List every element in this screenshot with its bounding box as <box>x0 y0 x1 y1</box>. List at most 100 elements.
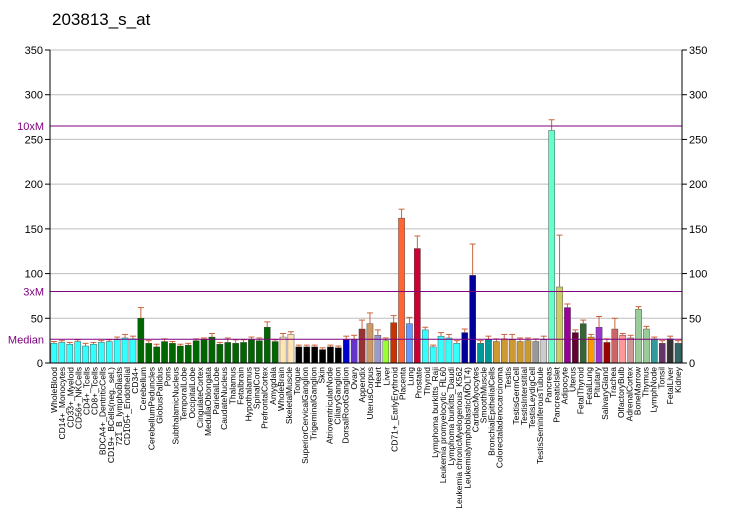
x-tick-label: Pons <box>162 367 172 386</box>
x-tick-label: OccipitalLobe <box>187 367 197 419</box>
y-tick-label-right: 50 <box>689 313 701 325</box>
bar <box>658 343 666 364</box>
x-tick-label: Pancreas <box>543 367 553 403</box>
x-tick-label: Fetalbrain <box>235 367 245 405</box>
bar <box>113 339 121 364</box>
x-tick-label: CingulateCortex <box>195 366 205 428</box>
bar <box>477 343 484 364</box>
bar <box>532 341 540 364</box>
x-tick-label: UterusCorpus <box>365 367 375 419</box>
y-tick-label-right: 300 <box>689 90 707 102</box>
y-tick-label-right: 100 <box>689 269 707 281</box>
reference-line-label: Median <box>8 334 44 346</box>
x-tick-label: Prostate <box>414 367 424 399</box>
x-tick-label: SmoothMuscle <box>478 367 488 423</box>
y-tick-label-left: 150 <box>25 224 43 236</box>
bar <box>666 338 674 364</box>
x-tick-label: Thalamus <box>227 367 237 404</box>
bar <box>105 341 113 364</box>
bar <box>263 327 271 364</box>
x-tick-label: BDCA4+_DentriticCells <box>98 367 108 455</box>
x-tick-label: CD19+_BCells(neg._sel.) <box>106 367 116 463</box>
x-tick-label: Kidney <box>673 366 683 393</box>
x-tick-label: Liver <box>381 367 391 386</box>
x-tick-label: Tonsil <box>657 367 667 389</box>
bar <box>390 322 397 364</box>
x-tick-label: DorsalRootGanglion <box>341 367 351 444</box>
bar <box>564 307 571 364</box>
x-tick-label: TestisGermCell <box>511 367 521 425</box>
bar <box>358 328 366 364</box>
bar <box>129 338 137 364</box>
x-tick-label: Leukemia promyelocytic_HL60 <box>438 367 448 483</box>
y-tick-label-left: 350 <box>25 45 43 57</box>
bar <box>295 346 303 364</box>
x-tick-label: Adipocyte <box>560 367 570 405</box>
x-tick-label: FetalLung <box>584 367 594 405</box>
bar <box>421 329 429 364</box>
x-tick-label: TrigeminalGanglion <box>308 367 318 441</box>
bar <box>485 339 492 364</box>
bar <box>192 340 200 364</box>
x-tick-label: TestisInterstitial <box>519 367 529 425</box>
x-tick-label: Placenta <box>397 367 407 400</box>
x-tick-label: CD71+_EarlyErythroid <box>389 367 399 452</box>
y-tick-label-right: 0 <box>689 358 695 370</box>
x-tick-label: WholeBlood <box>49 367 59 413</box>
x-tick-label: AdrenalCortex <box>624 366 634 421</box>
bar <box>508 339 516 364</box>
bar <box>319 349 326 364</box>
bar <box>461 332 469 364</box>
bar <box>66 344 74 364</box>
y-tick-label-left: 0 <box>37 358 43 370</box>
bar <box>200 339 208 364</box>
bar <box>611 328 619 364</box>
x-tick-label: Testis <box>503 367 513 389</box>
bar <box>279 336 287 364</box>
x-tick-label: CD33+_Myeloid <box>65 367 75 428</box>
bar <box>82 345 89 364</box>
bar <box>177 345 184 364</box>
x-tick-label: Leukemia chronicMyelogenous_K562 <box>454 367 464 509</box>
bar <box>90 344 97 364</box>
x-tick-label: Colorectaladenocarcinoma <box>495 367 505 468</box>
x-tick-label: MedullaOblongata <box>203 367 213 436</box>
x-tick-label: CD14+_Monocytes <box>57 367 67 440</box>
bar <box>398 217 405 364</box>
bar <box>303 346 311 364</box>
bar <box>224 342 232 364</box>
bar <box>414 248 421 364</box>
bar <box>232 343 239 364</box>
x-tick-label: CD56+_NKCells <box>73 367 83 429</box>
x-tick-label: Thymus <box>641 367 651 397</box>
bar <box>98 342 105 364</box>
x-tick-label: BoneMarrow <box>632 366 642 415</box>
bar <box>58 342 66 364</box>
x-tick-label: TemporalLobe <box>179 367 189 421</box>
x-tick-label: TestisSeminiferousTubule <box>535 367 545 464</box>
y-tick-label-right: 250 <box>689 134 707 146</box>
bar <box>603 342 611 364</box>
x-tick-label: CD105+_Endothelial <box>122 367 132 445</box>
bar <box>493 341 500 364</box>
bar <box>469 275 476 364</box>
bar <box>248 339 255 364</box>
x-tick-label: PancreaticIslet <box>551 366 561 422</box>
y-tick-label-left: 300 <box>25 90 43 102</box>
bar <box>145 343 153 364</box>
bar <box>287 334 295 364</box>
bar <box>587 336 595 364</box>
x-tick-label: Skin <box>316 367 326 384</box>
x-tick-label: Lung <box>406 367 416 386</box>
y-tick-label-right: 150 <box>689 224 707 236</box>
bar <box>184 344 192 364</box>
x-tick-label: CaudateNucleus <box>219 367 229 430</box>
x-tick-label: SpinalCord <box>252 367 262 409</box>
bar <box>311 346 318 364</box>
x-tick-label: Leukemialymphoblastic(MOLT4) <box>462 367 472 489</box>
bar <box>548 130 555 364</box>
x-tick-label: Uterus <box>568 367 578 392</box>
bar <box>335 347 342 364</box>
x-tick-label: Appendix <box>357 366 367 402</box>
x-tick-label: 721_B_lymphoblasts <box>114 367 124 446</box>
